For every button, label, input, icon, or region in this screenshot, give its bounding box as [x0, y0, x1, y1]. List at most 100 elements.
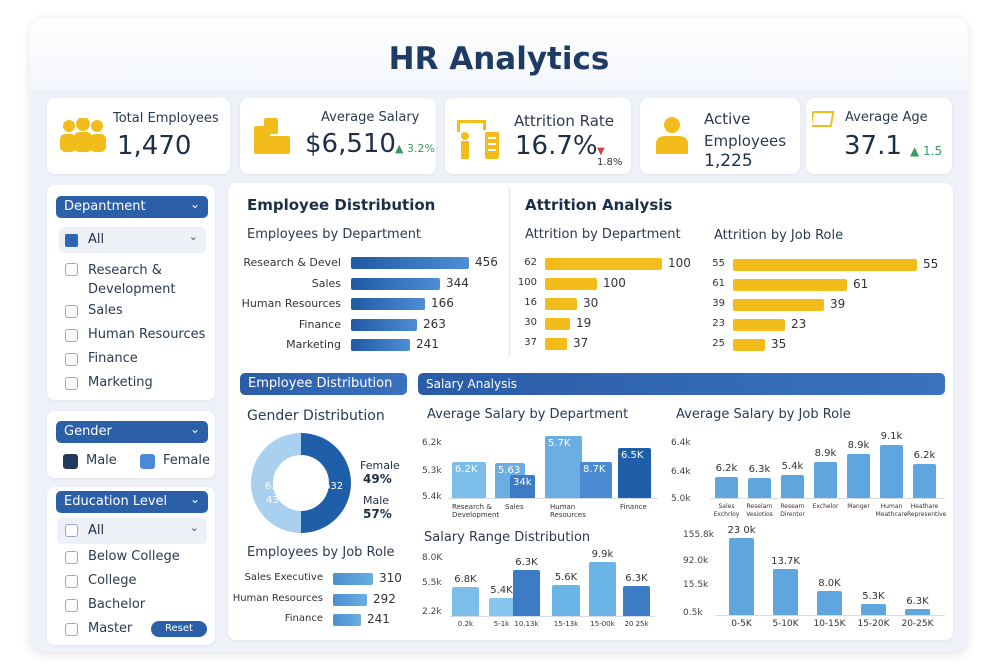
option-male[interactable]: Male	[63, 453, 117, 469]
x-tick-label: Heathare Representive	[907, 503, 947, 518]
bar	[733, 259, 917, 271]
option-sales[interactable]: Sales	[65, 303, 123, 318]
salary-analysis-header: Salary Analysis	[418, 373, 945, 395]
bar-category-label: Finance	[284, 613, 323, 624]
section-title: Attrition Analysis	[525, 196, 673, 214]
bar-value-label: 8.9k	[814, 448, 837, 459]
bar-value-label: 6.3K	[625, 573, 648, 584]
x-tick-label: 10-15K	[813, 619, 846, 629]
checkbox[interactable]	[65, 524, 78, 537]
bar-category-label: 16	[524, 297, 537, 308]
y-tick-label: 6.4k	[671, 467, 691, 477]
x-axis-line	[450, 616, 655, 617]
chart-subtitle: Average Salary by Department	[427, 407, 629, 422]
bar-value-label: 9.9k	[591, 549, 614, 560]
y-tick-label: 92.0k	[683, 556, 709, 566]
bar-value-label: 100	[668, 256, 691, 270]
checkbox-checked[interactable]	[65, 234, 78, 247]
kpi-delta: ▼ 1.8%	[597, 146, 623, 168]
bar-value-label: 9.1k	[880, 431, 903, 442]
kpi-label: Average Age	[845, 110, 928, 125]
donut-slice-female	[251, 433, 301, 533]
bar-category-label: 61	[712, 278, 725, 289]
bar	[847, 454, 870, 498]
divider	[509, 188, 510, 356]
kpi-active-employees: Active Employees 1,225	[640, 98, 800, 174]
bar-value-label: 37	[573, 336, 589, 350]
chart-subtitle: Employees by Department	[247, 227, 422, 242]
bar	[545, 318, 570, 330]
bar-value-label: 241	[416, 337, 439, 351]
x-axis-line	[715, 615, 945, 616]
education-filter-header[interactable]: Education Level ⌄	[56, 491, 208, 513]
bar	[729, 538, 754, 615]
y-tick-label: 15.5k	[683, 580, 709, 590]
bar-category-label: 30	[524, 317, 537, 328]
bar-value-label: 344	[446, 275, 469, 290]
education-all-dropdown[interactable]: All ⌄	[57, 518, 207, 544]
bar	[333, 593, 367, 606]
chart-subtitle: Attrition by Job Role	[714, 228, 844, 243]
bar-value-label: 61	[853, 277, 869, 291]
bar-value-label: 8.7K	[583, 464, 606, 475]
bar	[513, 570, 540, 616]
bar	[510, 475, 535, 498]
reset-button[interactable]: Reset	[151, 621, 207, 637]
chevron-down-icon: ⌄	[189, 492, 200, 506]
bar	[333, 573, 373, 585]
x-tick-label: Researn Direntor	[780, 503, 805, 518]
legend-male: Male	[363, 494, 390, 507]
bar	[351, 257, 469, 269]
bar	[623, 586, 650, 616]
x-tick-label: 0-5K	[731, 619, 752, 629]
bar-category-label: 55	[712, 258, 725, 269]
bar-value-label: 6.2K	[455, 464, 478, 475]
bar	[589, 562, 616, 616]
bar-value-label: 6.5K	[621, 450, 644, 461]
x-tick-label: Human Meathcare	[875, 503, 908, 518]
bar	[733, 319, 785, 331]
x-tick-label: Human Resources	[550, 503, 586, 519]
option-master[interactable]: Master	[65, 621, 132, 636]
bar-category-label: 39	[712, 298, 725, 309]
selected-value: All	[88, 523, 105, 538]
option-female[interactable]: Female	[140, 453, 210, 469]
department-filter-header[interactable]: Depantment ⌄	[56, 196, 208, 218]
option-marketing[interactable]: Marketing	[65, 375, 153, 390]
option-finance[interactable]: Finance	[65, 351, 138, 366]
bar-value-label: 310	[379, 571, 402, 585]
bar	[905, 609, 930, 615]
bar	[452, 587, 479, 616]
option-human-resources[interactable]: Human Resources	[65, 327, 205, 342]
bar-value-label: 8.0K	[818, 578, 841, 589]
x-tick-label: 20-25K	[901, 619, 934, 629]
y-tick-label: 2.2k	[422, 607, 442, 617]
kpi-label: Total Employees	[113, 111, 219, 126]
bar	[817, 591, 842, 615]
x-tick-label: Research & Development	[452, 503, 500, 519]
bar	[733, 299, 824, 311]
option-bachelor[interactable]: Bachelor	[65, 597, 145, 612]
chart-subtitle: Employees by Job Role	[247, 545, 395, 560]
gender-filter-header[interactable]: Gender ⌄	[56, 421, 208, 443]
bar-value-label: 6.2k	[715, 463, 738, 474]
bar-category-label: Marketing	[286, 338, 341, 351]
option-below-college[interactable]: Below College	[65, 549, 180, 564]
kpi-average-age: Average Age 37.1 ▲ 1.5	[806, 98, 952, 174]
bar	[715, 477, 738, 498]
bar-value-label: 166	[431, 296, 454, 310]
chart-subtitle: Attrition by Department	[525, 227, 681, 242]
bar-value-label: 5.3K	[862, 591, 885, 602]
department-all-dropdown[interactable]: All ⌄	[59, 227, 206, 253]
bar	[781, 475, 804, 498]
bar	[552, 585, 580, 616]
y-tick-label: 5.3k	[422, 466, 442, 476]
title-bar: HR Analytics	[30, 18, 968, 90]
bar-value-label: 5.4K	[490, 585, 513, 596]
bar-category-label: Research & Devel	[243, 256, 341, 269]
option-college[interactable]: College	[65, 573, 137, 588]
option-research-development[interactable]: Research & Development	[65, 261, 195, 299]
bar	[814, 462, 837, 498]
bar	[351, 298, 425, 310]
bar-category-label: 62	[524, 257, 537, 268]
